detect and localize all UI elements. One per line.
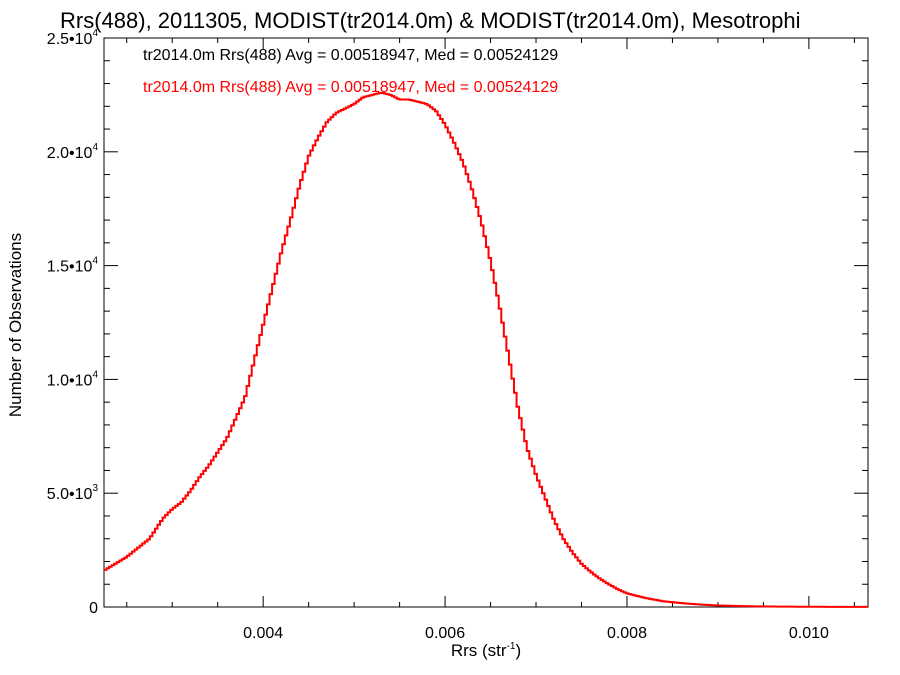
series-line <box>104 91 868 608</box>
x-tick-label: 0.004 <box>243 625 283 642</box>
x-axis: 0.004 0.006 0.008 0.010 <box>243 38 829 642</box>
series-layer <box>104 91 868 608</box>
plot-border <box>103 37 869 608</box>
y-tick-label: 2.5•104 <box>47 28 99 48</box>
y-axis: 0 5.0•103 1.0•104 1.5•104 2.0•104 2.5•104 <box>47 28 868 617</box>
x-tick-label: 0.010 <box>789 625 829 642</box>
y-axis-label: Number of Observations <box>6 233 25 417</box>
plot-frame <box>103 37 869 608</box>
x-axis-label: Rrs (str-1) <box>451 641 521 660</box>
y-tick-label: 5.0•103 <box>47 483 99 503</box>
x-tick-label: 0.008 <box>607 625 647 642</box>
chart-title: Rrs(488), 2011305, MODIST(tr2014.0m) & M… <box>60 8 801 33</box>
x-tick-label: 0.006 <box>425 625 465 642</box>
y-tick-label: 0 <box>89 600 98 617</box>
y-tick-label: 1.5•104 <box>47 256 99 276</box>
legend-entry-2: tr2014.0m Rrs(488) Avg = 0.00518947, Med… <box>143 79 558 96</box>
y-tick-label: 2.0•104 <box>47 142 99 162</box>
y-tick-label: 1.0•104 <box>47 369 99 389</box>
x-minor-ticks <box>126 38 855 607</box>
legend-entry-1: tr2014.0m Rrs(488) Avg = 0.00518947, Med… <box>143 47 558 64</box>
legend: tr2014.0m Rrs(488) Avg = 0.00518947, Med… <box>143 47 558 96</box>
